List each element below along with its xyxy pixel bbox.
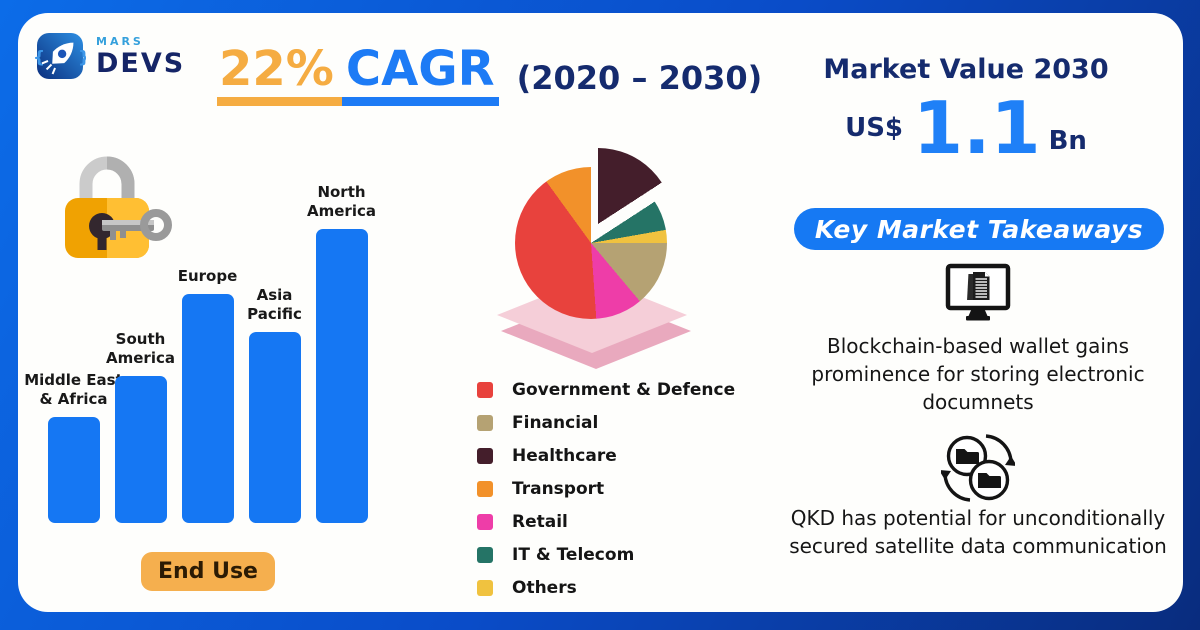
brand-name-top: MARS — [96, 34, 144, 48]
bar-category-label: North America — [307, 182, 376, 220]
bar — [47, 417, 100, 523]
legend-label: IT & Telecom — [512, 544, 635, 565]
bar-category-label: Asia Pacific — [247, 285, 302, 323]
pie-exploded-slice — [522, 148, 674, 300]
bar-category-label: South America — [106, 329, 175, 367]
end-use-label: End Use — [158, 559, 258, 584]
legend-swatch — [477, 546, 493, 563]
pie-chart — [515, 148, 674, 319]
legend-row: Retail — [477, 505, 735, 538]
legend-swatch — [477, 381, 493, 398]
bar-column: North America — [307, 183, 376, 523]
cagr-heading: 22% CAGR (2020 – 2030) — [217, 44, 763, 107]
bar-column: South America — [106, 330, 175, 523]
legend-swatch — [477, 447, 493, 464]
legend-row: IT & Telecom — [477, 538, 735, 571]
folder-sync-icon — [939, 434, 1063, 506]
legend-row: Transport — [477, 472, 735, 505]
legend-label: Retail — [512, 511, 568, 532]
legend-label: Others — [512, 577, 577, 598]
bar-chart: Middle East & Africa South America Europe A… — [24, 163, 376, 523]
legend-row: Healthcare — [477, 439, 735, 472]
cagr-label: CAGR — [341, 44, 499, 107]
legend-swatch — [477, 513, 493, 530]
takeaway-text-1: Blockchain-based wallet gains prominence… — [811, 334, 1145, 414]
legend-swatch — [477, 480, 493, 497]
market-value-amount: 1.1 — [913, 86, 1041, 170]
cagr-period: (2020 – 2030) — [516, 59, 763, 98]
legend-label: Financial — [512, 412, 599, 433]
legend-row: Others — [477, 571, 735, 604]
legend-swatch — [477, 579, 493, 596]
pie-legend: Government & Defence Financial Healthcare T… — [477, 373, 735, 604]
bar — [114, 376, 167, 523]
legend-label: Government & Defence — [512, 379, 736, 400]
bar-column: Europe — [174, 267, 241, 523]
legend-label: Transport — [512, 478, 605, 499]
takeaway-text-2: QKD has potential for unconditionally se… — [789, 506, 1167, 558]
market-value-title: Market Value 2030 — [823, 54, 1109, 85]
bar-column: Asia Pacific — [241, 286, 308, 523]
market-value-currency: US$ — [845, 113, 904, 143]
key-takeaways-label: Key Market Takeaways — [814, 214, 1144, 244]
bar — [248, 332, 301, 523]
rocket-icon: { } — [34, 33, 86, 79]
legend-swatch — [477, 414, 493, 431]
bar-category-label: Europe — [177, 266, 238, 285]
key-takeaways-button[interactable]: Key Market Takeaways — [794, 208, 1164, 250]
bar-category-label: Middle East & Africa — [24, 370, 123, 408]
legend-label: Healthcare — [512, 445, 617, 466]
svg-text:{: { — [34, 48, 45, 68]
bar-column: Middle East & Africa — [24, 371, 123, 523]
end-use-button[interactable]: End Use — [141, 552, 275, 591]
marsdevs-logo[interactable]: { } MARS DEVS — [34, 30, 185, 82]
bar — [315, 229, 368, 523]
bar — [181, 294, 234, 523]
market-value: US$ 1.1 Bn — [786, 92, 1146, 164]
legend-row: Financial — [477, 406, 735, 439]
market-value-unit: Bn — [1048, 126, 1087, 156]
lock-key-icon — [52, 146, 172, 268]
cagr-value: 22% — [217, 44, 342, 107]
monitor-document-icon — [945, 263, 1011, 327]
brand-name-bottom: DEVS — [96, 47, 186, 79]
svg-text:}: } — [78, 48, 86, 68]
legend-row: Government & Defence — [477, 373, 735, 406]
